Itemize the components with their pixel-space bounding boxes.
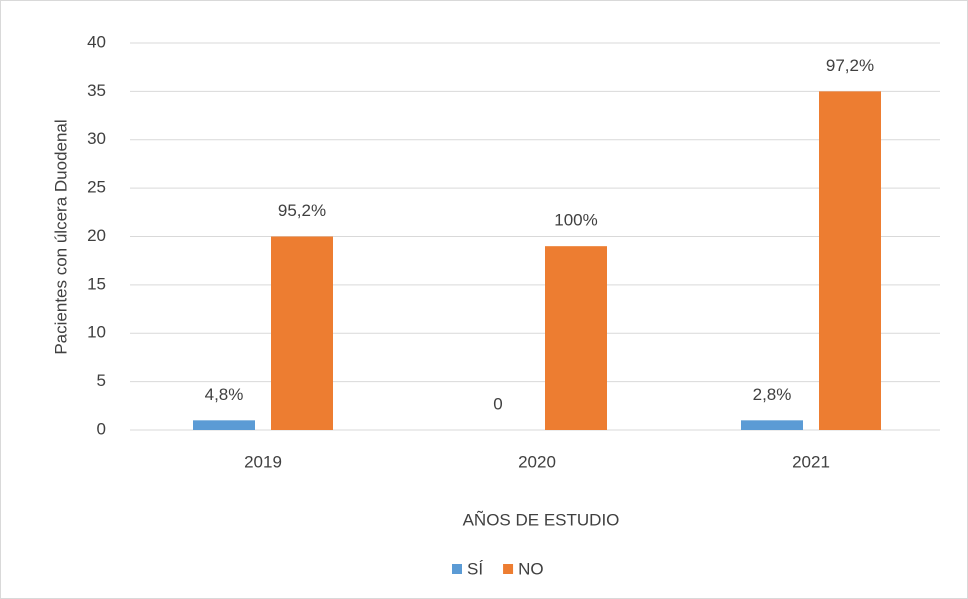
y-tick-label: 20 bbox=[87, 226, 106, 245]
y-tick-label: 30 bbox=[87, 129, 106, 148]
legend-label: NO bbox=[518, 559, 544, 578]
y-axis-title: Pacientes con úlcera Duodenal bbox=[51, 119, 70, 354]
y-tick-label: 35 bbox=[87, 81, 106, 100]
x-tick-label: 2021 bbox=[792, 452, 830, 471]
y-tick-label: 40 bbox=[87, 32, 106, 51]
bar bbox=[741, 420, 803, 430]
x-tick-label: 2019 bbox=[244, 452, 282, 471]
bar bbox=[819, 91, 881, 430]
y-tick-label: 0 bbox=[97, 419, 106, 438]
y-tick-label: 15 bbox=[87, 274, 106, 293]
y-tick-label: 10 bbox=[87, 323, 106, 342]
x-tick-label: 2020 bbox=[518, 452, 556, 471]
data-label: 97,2% bbox=[826, 56, 874, 75]
legend-swatch bbox=[503, 564, 514, 574]
data-label: 100% bbox=[554, 211, 597, 230]
x-axis-title: AÑOS DE ESTUDIO bbox=[463, 510, 620, 529]
bar bbox=[193, 420, 255, 430]
data-label: 4,8% bbox=[205, 385, 244, 404]
data-label: 95,2% bbox=[278, 201, 326, 220]
legend-swatch bbox=[452, 564, 462, 574]
legend-label: SÍ bbox=[467, 559, 483, 578]
y-tick-label: 5 bbox=[97, 371, 106, 390]
bar bbox=[545, 246, 607, 430]
data-label: 2,8% bbox=[753, 385, 792, 404]
bar bbox=[271, 236, 333, 430]
data-label: 0 bbox=[493, 394, 502, 413]
y-tick-label: 25 bbox=[87, 178, 106, 197]
